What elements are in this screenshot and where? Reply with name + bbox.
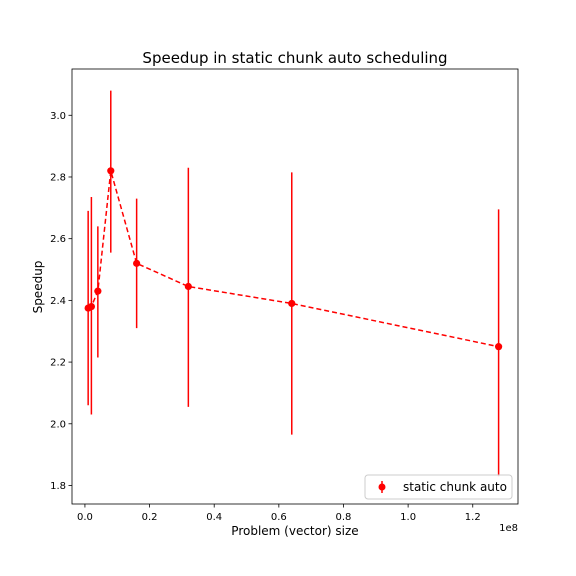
x-offset-text: 1e8 [499,523,518,534]
data-point [107,167,115,175]
data-point [94,287,102,295]
x-tick-label: 0.4 [206,512,222,523]
legend-box [364,474,513,500]
chart-title: Speedup in static chunk auto scheduling [142,49,447,67]
data-point [87,302,95,311]
y-tick-label: 2.0 [50,419,66,430]
y-tick-label: 2.2 [50,358,66,369]
x-tick-label: 0.6 [271,512,287,523]
data-point [184,282,192,291]
x-tick-label: 0.0 [77,512,93,523]
x-tick-label: 0.2 [142,512,158,523]
legend-label: static chunk auto [403,480,507,494]
legend: static chunk auto [364,474,513,500]
y-tick-label: 2.6 [50,234,66,245]
y-tick-label: 2.8 [50,172,66,183]
x-tick-label: 1.2 [465,512,481,523]
y-tick-label: 2.4 [50,296,66,307]
legend-marker [378,483,386,491]
y-axis-label: Speedup [31,261,45,314]
series-line [87,170,499,348]
plot-frame [71,68,519,505]
x-tick-label: 0.8 [336,512,352,523]
y-tick-label: 3.0 [50,111,66,122]
x-tick-label: 1.0 [400,512,416,523]
data-point [133,259,141,267]
x-axis-label: Problem (vector) size [231,524,358,538]
data-point [288,299,296,308]
data-point [495,343,503,351]
y-tick-label: 1.8 [50,481,66,492]
